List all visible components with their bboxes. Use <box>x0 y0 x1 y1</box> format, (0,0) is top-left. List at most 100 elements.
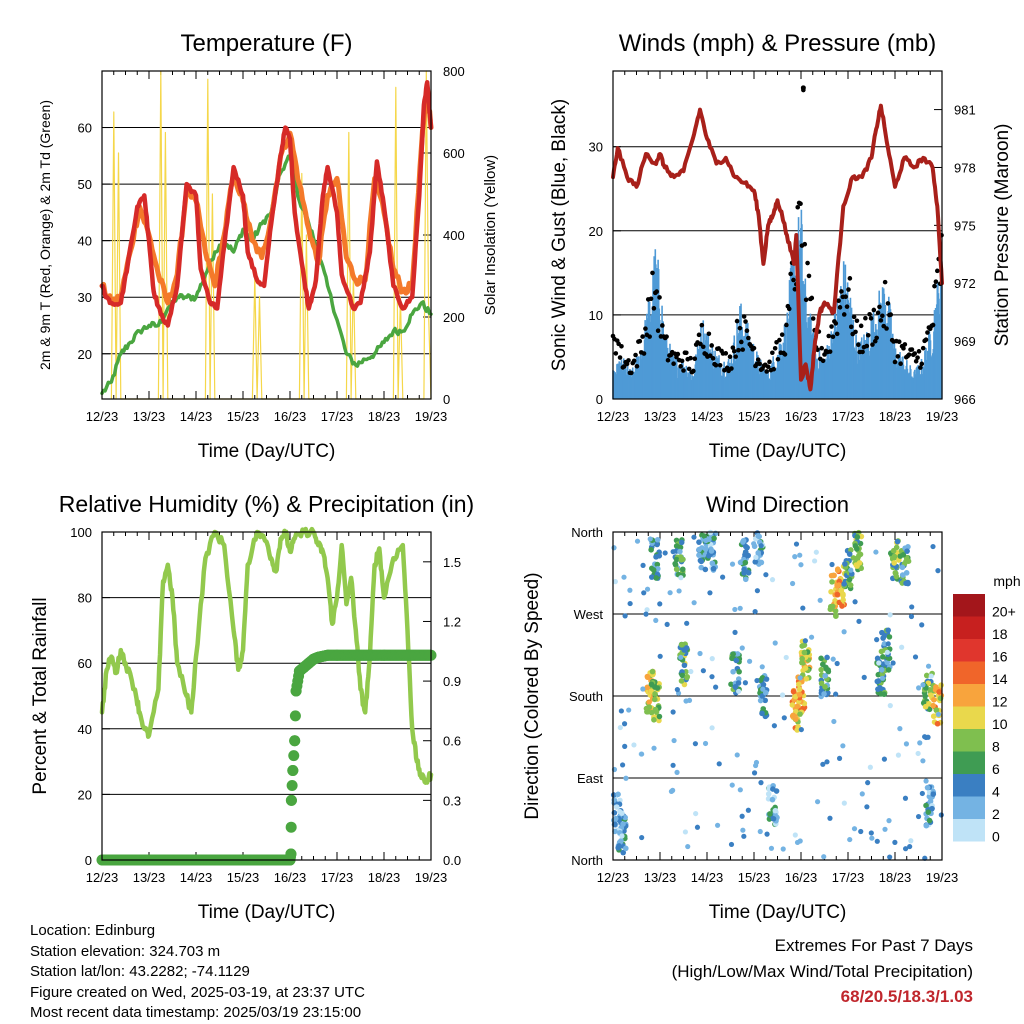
chart-title: Winds (mph) & Pressure (mb) <box>619 30 936 57</box>
direction-point <box>879 675 886 681</box>
x-tick-label: 15/23 <box>227 870 260 885</box>
direction-point <box>619 833 625 839</box>
direction-point <box>742 576 749 583</box>
direction-point <box>834 660 840 667</box>
direction-point <box>611 545 617 551</box>
direction-point <box>797 675 803 681</box>
direction-point <box>876 660 882 666</box>
direction-point <box>817 597 823 603</box>
gust-point <box>798 201 803 207</box>
y2-tick-label: 1.5 <box>443 555 461 570</box>
x-tick-label: 19/23 <box>926 870 959 885</box>
y-tick-label: 0 <box>85 853 92 868</box>
x-tick-label: 14/23 <box>180 409 213 424</box>
gust-point <box>809 295 815 301</box>
y-tick-label: 40 <box>78 722 92 737</box>
direction-point <box>813 549 819 555</box>
x-tick-label: 12/23 <box>597 870 630 885</box>
direction-point <box>737 605 743 611</box>
gust-point <box>854 318 860 324</box>
gust-point <box>827 349 833 354</box>
x-tick-label: 17/23 <box>321 870 354 885</box>
direction-point <box>739 645 745 651</box>
direction-point <box>859 791 865 797</box>
direction-point <box>868 830 874 836</box>
gust-point <box>803 297 809 303</box>
gust-point <box>885 301 891 306</box>
rainfall-point <box>289 710 301 722</box>
gust-point <box>863 315 868 321</box>
gust-point <box>643 326 648 331</box>
direction-point <box>894 538 901 545</box>
direction-point <box>716 761 722 767</box>
direction-point <box>654 541 660 548</box>
direction-point <box>793 716 799 722</box>
x-tick-label: 19/23 <box>415 409 448 424</box>
x-tick-label: 17/23 <box>832 409 865 424</box>
y-axis-label: Percent & Total Rainfall <box>30 597 51 794</box>
direction-point <box>653 617 659 624</box>
gust-point <box>691 368 696 374</box>
plot-border <box>101 531 432 861</box>
direction-point <box>841 581 847 587</box>
x-tick-label: 13/23 <box>133 409 166 424</box>
direction-point <box>640 562 646 568</box>
direction-point <box>789 702 796 708</box>
direction-point <box>730 668 736 675</box>
direction-point <box>904 548 910 554</box>
y-tick-label: 20 <box>589 224 603 239</box>
direction-point <box>702 740 709 747</box>
direction-point <box>878 667 885 673</box>
direction-point <box>880 654 886 660</box>
direction-point <box>800 605 806 611</box>
direction-point <box>679 566 686 573</box>
direction-point <box>897 553 904 559</box>
direction-point <box>887 703 893 709</box>
x-tick-label: 13/23 <box>644 409 677 424</box>
gust-point <box>902 342 908 347</box>
colorbar-tick-label: 0 <box>992 828 1000 844</box>
direction-point <box>684 674 691 680</box>
direction-point <box>903 558 909 565</box>
gust-point <box>633 352 638 358</box>
direction-point <box>652 706 659 713</box>
chart-title: Wind Direction <box>706 492 849 517</box>
y2-axis-label: Solar Insolation (Yellow) <box>482 155 499 315</box>
direction-point <box>865 780 871 786</box>
colorbar-swatch <box>953 706 985 729</box>
gust-point <box>882 279 888 285</box>
direction-point <box>801 649 808 656</box>
gust-point <box>909 347 915 352</box>
gust-point <box>675 351 681 357</box>
direction-point <box>856 560 863 566</box>
direction-point <box>858 565 864 572</box>
direction-point <box>697 557 704 564</box>
direction-point <box>685 843 691 850</box>
direction-point <box>617 724 623 731</box>
recent-text: Most recent data timestamp: 2025/03/19 2… <box>30 1004 362 1021</box>
y-tick-label: 40 <box>78 234 92 249</box>
direction-point <box>736 688 742 694</box>
direction-point <box>821 691 827 697</box>
direction-point <box>634 538 641 544</box>
y2-tick-label: 400 <box>443 228 465 243</box>
direction-point <box>923 778 929 784</box>
gust-point <box>829 324 834 329</box>
rainfall-point <box>288 750 300 762</box>
chart-title: Temperature (F) <box>180 30 352 57</box>
location-text: Location: Edinburg <box>30 922 156 939</box>
relative-humidity-line <box>99 526 434 785</box>
direction-point <box>613 804 620 810</box>
direction-point <box>729 561 736 567</box>
gust-point <box>847 276 853 281</box>
direction-point <box>884 659 891 666</box>
gust-point <box>933 279 939 284</box>
direction-point <box>742 680 748 686</box>
gust-point <box>877 304 882 310</box>
x-tick-label: 18/23 <box>879 409 912 424</box>
y-tick-label: 60 <box>78 656 92 671</box>
direction-point <box>694 824 701 830</box>
direction-point <box>834 567 841 574</box>
plot-border <box>612 531 943 861</box>
